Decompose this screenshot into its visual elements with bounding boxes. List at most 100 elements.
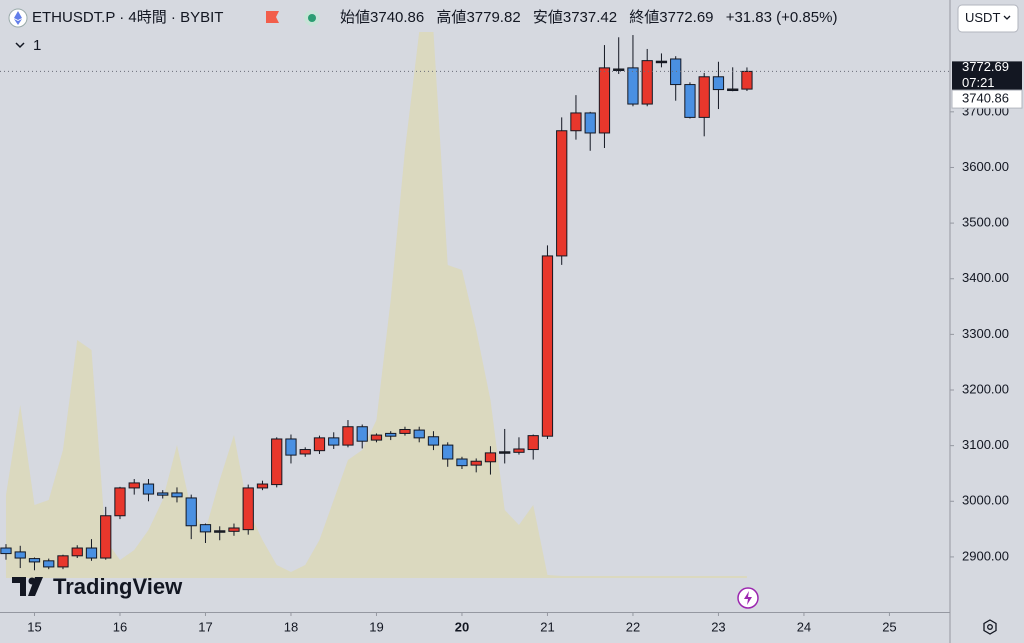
open-price-box	[951, 89, 1023, 109]
x-tick-label: 22	[626, 619, 640, 634]
indicator-count[interactable]: 1	[33, 37, 41, 54]
brand-name: TradingView	[53, 574, 183, 599]
logo-slash	[28, 577, 43, 596]
open-label: 始値	[340, 9, 370, 26]
y-tick-label: 3600.00	[962, 159, 1009, 174]
candle-body	[413, 429, 425, 439]
logo-shape	[12, 577, 26, 596]
candle-body	[28, 558, 41, 563]
open-price-label: 3740.86	[962, 91, 1009, 106]
candle-body	[484, 452, 497, 463]
candle-body	[598, 67, 611, 134]
y-tick-label: 2900.00	[962, 548, 1009, 563]
candle-body	[328, 437, 340, 446]
status-dot	[308, 14, 316, 22]
candle-body	[727, 88, 739, 92]
candle-body	[85, 547, 98, 559]
candle-body	[157, 492, 169, 496]
x-tick-label: 19	[369, 619, 383, 634]
candle-body	[741, 70, 753, 90]
candle-body	[43, 560, 55, 568]
candle-body	[199, 524, 212, 533]
candle-body	[256, 483, 269, 489]
x-tick-label: 24	[797, 619, 811, 634]
candle-body	[100, 515, 112, 559]
high-label: 高値	[436, 9, 466, 26]
change: +31.83 (+0.85%)	[726, 9, 838, 26]
y-tick-label: 3000.00	[962, 493, 1009, 508]
candle-body	[641, 60, 653, 105]
ohlc-legend: 始値3740.86 高値3779.82 安値3737.42 終値3772.69 …	[340, 9, 837, 26]
candle-body	[570, 112, 582, 132]
open-value: 3740.86	[370, 9, 424, 26]
eth-logo	[14, 11, 22, 25]
brand-logo[interactable]: TradingView	[12, 574, 183, 599]
low-label: 安値	[533, 9, 563, 26]
candle-body	[442, 444, 454, 460]
currency-label[interactable]: USDT	[965, 10, 1000, 25]
candle-body	[712, 76, 725, 91]
x-tick-label: 17	[198, 619, 212, 634]
y-tick-label: 3300.00	[962, 326, 1009, 341]
low-value: 3737.42	[563, 9, 617, 26]
y-tick-label: 3500.00	[962, 215, 1009, 230]
candle-body	[299, 449, 311, 455]
x-tick-label: 23	[711, 619, 725, 634]
candle-body	[613, 68, 625, 71]
candle-body	[285, 438, 297, 456]
candle-body	[71, 547, 83, 557]
candle-body	[114, 487, 126, 517]
close-value: 3772.69	[659, 9, 713, 26]
settings-button[interactable]	[983, 619, 997, 635]
candle-body	[370, 434, 383, 441]
candle-body	[313, 437, 326, 452]
candle-body	[541, 255, 554, 437]
settings-core	[987, 624, 993, 630]
y-tick-label: 3400.00	[962, 270, 1009, 285]
last-price-label: 3772.69	[962, 59, 1009, 74]
candle-body	[185, 497, 197, 527]
flag-icon[interactable]	[266, 11, 279, 23]
candle-body	[584, 112, 596, 134]
x-tick-label: 18	[284, 619, 298, 634]
collapse-icon[interactable]	[15, 42, 25, 49]
candle-body	[171, 492, 183, 498]
high-value: 3779.82	[466, 9, 520, 26]
currency-caret	[1003, 15, 1011, 20]
candle-body	[513, 448, 525, 453]
candle-body	[470, 460, 482, 466]
settings-hex	[983, 619, 997, 635]
x-tick-label: 16	[113, 619, 127, 634]
x-tick-label: 21	[540, 619, 554, 634]
candle-body	[627, 67, 639, 105]
currency-button[interactable]	[957, 4, 1019, 33]
y-tick-label: 3200.00	[962, 381, 1009, 396]
axes-layer: 2900.00 3000.00 3100.00 3200.00 3300.00 3400.…	[27, 59, 1023, 634]
candle-body	[228, 527, 240, 532]
candle-body	[356, 426, 368, 442]
candle-body	[271, 438, 283, 486]
candle-body	[242, 487, 254, 531]
alert-icon	[744, 591, 752, 605]
candle-body	[655, 60, 668, 64]
candle-body	[14, 551, 26, 559]
candle-body	[128, 482, 140, 489]
candle-body	[684, 84, 696, 118]
candle-body	[385, 432, 397, 437]
candle-body	[527, 435, 539, 451]
last-price-box	[952, 61, 1022, 92]
x-tick-label: 25	[882, 619, 896, 634]
candle-body	[342, 426, 354, 446]
candle-body	[456, 458, 468, 467]
x-tick-label: 15	[27, 619, 41, 634]
candle-body	[399, 429, 411, 434]
volume-area	[5, 32, 747, 578]
candle-body	[0, 547, 12, 555]
y-tick-label: 3100.00	[962, 437, 1009, 452]
candle-body	[57, 555, 69, 568]
candle-body	[427, 436, 440, 446]
candle-body	[556, 130, 568, 257]
symbol-title[interactable]: ETHUSDT.P · 4時間 · BYBIT	[32, 9, 223, 26]
volume-layer	[5, 32, 747, 578]
